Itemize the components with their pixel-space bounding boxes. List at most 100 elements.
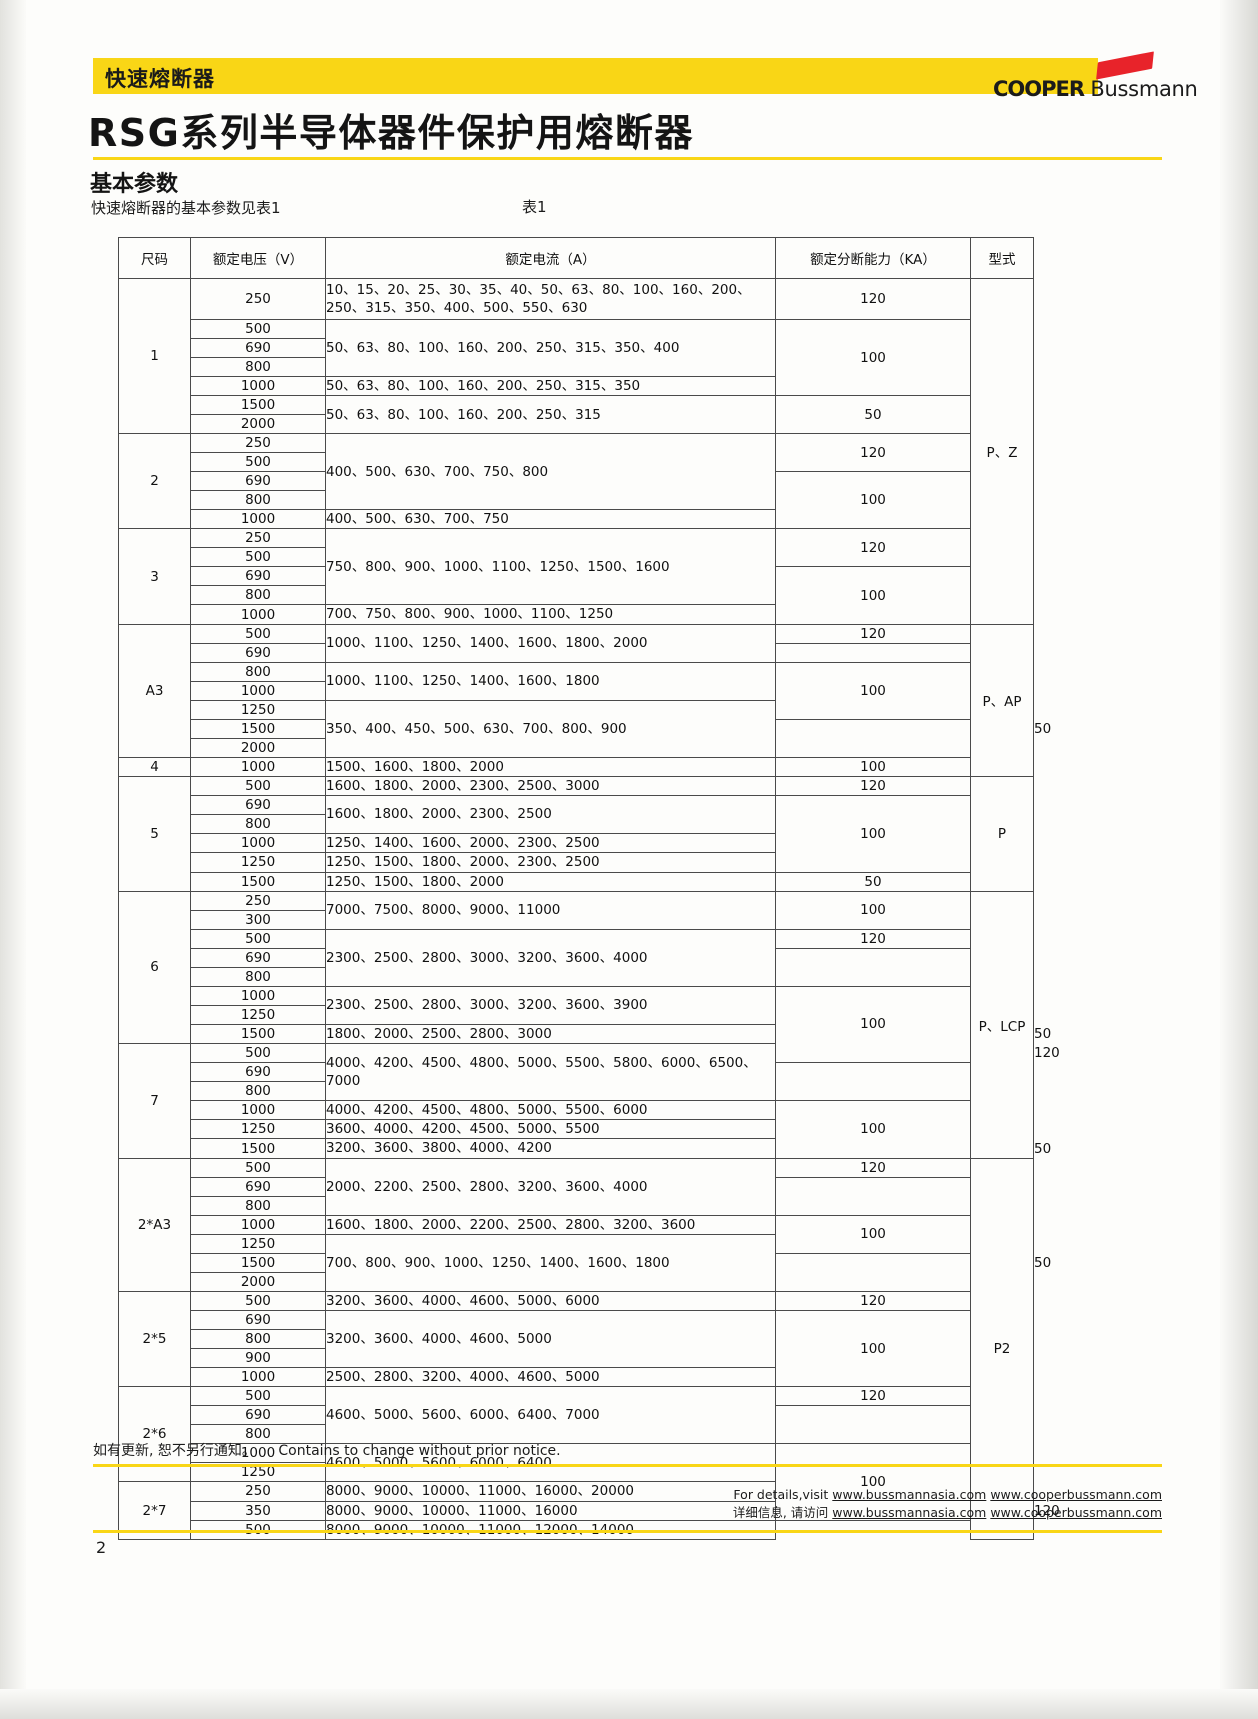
- cell-voltage: 500: [190, 319, 326, 339]
- cell-voltage: 250: [190, 890, 326, 911]
- header-yellow-bar: [93, 58, 1098, 94]
- table-row: 690: [119, 1176, 1034, 1197]
- cell-current: 8000、9000、10000、11000、16000: [325, 1500, 776, 1521]
- cell-voltage: 1500: [190, 871, 326, 892]
- cell-current: 1000、1100、1250、1400、1600、1800、2000: [325, 623, 776, 663]
- table-row: 1250: [119, 1462, 1034, 1483]
- cell-voltage: 800: [190, 1329, 326, 1350]
- table-row: 3 250 750、800、900、1000、1100、1250、1500、1600…: [118, 528, 1034, 625]
- cell-voltage: 2000: [190, 737, 326, 758]
- cell-voltage: 1250: [190, 1119, 326, 1140]
- cell-voltage: 690: [190, 1061, 326, 1082]
- table-row: 1000 4600、5000、5600、6000、6400 100: [119, 1443, 1034, 1521]
- cell-breaking: 100: [775, 756, 971, 777]
- footer-url-bussmannasia-cn[interactable]: www.bussmannasia.com: [832, 1505, 987, 1521]
- cell-size: 3: [118, 528, 191, 625]
- table-row: A3 500 1000、1100、1250、1400、1600、1800、2000 1…: [118, 623, 1034, 777]
- cell-voltage: 1250: [190, 699, 326, 720]
- footer-url-cooperbussmann-cn[interactable]: www.cooperbussmann.com: [990, 1505, 1162, 1521]
- logo-wordmark: COOPER Bussmann: [993, 77, 1198, 101]
- cell-voltage: 250: [190, 433, 326, 454]
- cell-current: 8000、9000、10000、11000、12000、14000: [325, 1519, 776, 1540]
- cell-voltage: 1000: [190, 756, 326, 777]
- cell-breaking: 50: [775, 871, 971, 892]
- table-row: 1250 700、800、900、1000、1250、1400、1600、1800…: [119, 1233, 1051, 1292]
- cell-current: 3200、3600、4000、4600、5000: [325, 1310, 776, 1369]
- cell-current: 50、63、80、100、160、200、250、315、350、400: [325, 319, 776, 377]
- table-row: 2*7 250 8000、9000、10000、11000、16000、20000 1…: [118, 1481, 1060, 1540]
- cell-voltage: 690: [190, 1176, 326, 1197]
- scan-edge-right: [1220, 0, 1258, 1719]
- table-header-row: 尺码 额定电压（V） 额定电流（A） 额定分断能力（KA） 型式: [118, 237, 1034, 279]
- cell-voltage: 1500: [190, 718, 326, 739]
- cell-breaking: 120: [775, 433, 971, 473]
- cell-current: 1000、1100、1250、1400、1600、1800: [325, 661, 776, 701]
- table-row: 2*6 500 4600、5000、5600、6000、6400、7000 120: [118, 1386, 1034, 1483]
- table-row: 1250 1250、1500、1800、2000、2300、2500: [119, 852, 1034, 873]
- section-heading: 基本参数: [90, 172, 179, 197]
- cell-voltage: 1250: [190, 1462, 326, 1483]
- table-row: 5008000、9000、10000、11000、12000、14000: [119, 1519, 1034, 1540]
- cell-current: 3600、4000、4200、4500、5000、5500: [325, 1119, 776, 1140]
- cell-breaking: 100: [775, 566, 971, 625]
- cell-voltage: 690: [190, 795, 326, 816]
- table-row: 1500 50、63、80、100、160、200、250、315 50: [119, 395, 1034, 435]
- table-row: 800: [119, 357, 1034, 377]
- cell-voltage: 300: [190, 909, 326, 930]
- cell-breaking: 100: [775, 1443, 971, 1521]
- table-row: 5 500 1600、1800、2000、2300、2500、3000 120 P: [118, 775, 1034, 892]
- table-row: 800 1000、1100、1250、1400、1600、1800 100: [119, 661, 1034, 720]
- cell-voltage: 500: [190, 1519, 326, 1540]
- footer-url-bussmannasia-en[interactable]: www.bussmannasia.com: [832, 1487, 987, 1502]
- cell-voltage: 500: [190, 775, 326, 797]
- cell-voltage: 1500: [190, 1023, 326, 1044]
- cell-voltage: 500: [190, 1157, 326, 1178]
- cell-voltage: 800: [190, 357, 326, 377]
- cell-current: 2300、2500、2800、3000、3200、3600、3900: [325, 985, 776, 1025]
- footer-url-cooperbussmann-en[interactable]: www.cooperbussmann.com: [990, 1487, 1162, 1502]
- cell-breaking: 100: [775, 318, 971, 397]
- cell-voltage: 1250: [190, 1004, 326, 1025]
- cell-voltage: 500: [190, 452, 326, 473]
- table-row: 1000 2300、2500、2800、3000、3200、3600、3900 10…: [119, 985, 1034, 1063]
- table-row: 1000 1250、1400、1600、2000、2300、2500: [119, 833, 1034, 854]
- cell-voltage: 690: [190, 338, 326, 358]
- table-row: 800: [119, 585, 1034, 606]
- table-row: 2*A3 500 2000、2200、2500、2800、3200、3600、400…: [118, 1157, 1034, 1540]
- cell-current: 4600、5000、5600、6000、6400: [325, 1443, 776, 1483]
- table-row: 1000 50、63、80、100、160、200、250、315、350: [119, 375, 1034, 397]
- cell-type: P、AP: [970, 623, 1034, 777]
- cell-voltage: 1000: [190, 1214, 326, 1235]
- cell-voltage: 250: [190, 528, 326, 549]
- cell-size: 1: [118, 277, 191, 435]
- cell-breaking: 100: [775, 795, 971, 873]
- cell-voltage: 800: [190, 1080, 326, 1101]
- cell-breaking: 100: [775, 1099, 971, 1159]
- cell-voltage: 350: [190, 1500, 326, 1521]
- cell-current: 750、800、900、1000、1100、1250、1500、1600: [325, 528, 776, 606]
- title-divider: [93, 157, 1162, 160]
- footer-note-en: Contains to change without prior notice.: [278, 1443, 561, 1459]
- cell-voltage: 500: [190, 928, 326, 949]
- table-row: 1000: [119, 680, 1034, 701]
- cell-voltage: 250: [190, 278, 326, 320]
- table-row: 500: [119, 452, 1034, 473]
- table-row: 800: [119, 490, 1034, 511]
- cell-current: 350、400、450、500、630、700、800、900: [325, 699, 776, 758]
- cell-current: 1250、1500、1800、2000: [325, 871, 776, 892]
- footer-note-cn: 如有更新, 恕不另行通知。: [93, 1443, 256, 1459]
- table-row: 690: [119, 1061, 1034, 1082]
- cell-breaking: 100: [775, 661, 971, 720]
- cell-current: 1600、1800、2000、2300、2500: [325, 795, 776, 835]
- cell-breaking: 120: [775, 623, 971, 644]
- cell-size: A3: [118, 623, 191, 758]
- cell-voltage: 2000: [190, 1271, 326, 1292]
- cell-size: 7: [118, 1042, 191, 1159]
- cell-current: 1600、1800、2000、2300、2500、3000: [325, 775, 776, 797]
- footer-divider-top: [93, 1464, 1162, 1467]
- table-row: 500 2300、2500、2800、3000、3200、3600、4000 120: [119, 928, 1034, 987]
- cell-size: 2*5: [118, 1290, 191, 1388]
- cell-type: P、LCP: [970, 890, 1034, 1159]
- cell-breaking: 100: [775, 1214, 971, 1254]
- table-row: 690: [119, 1405, 1034, 1426]
